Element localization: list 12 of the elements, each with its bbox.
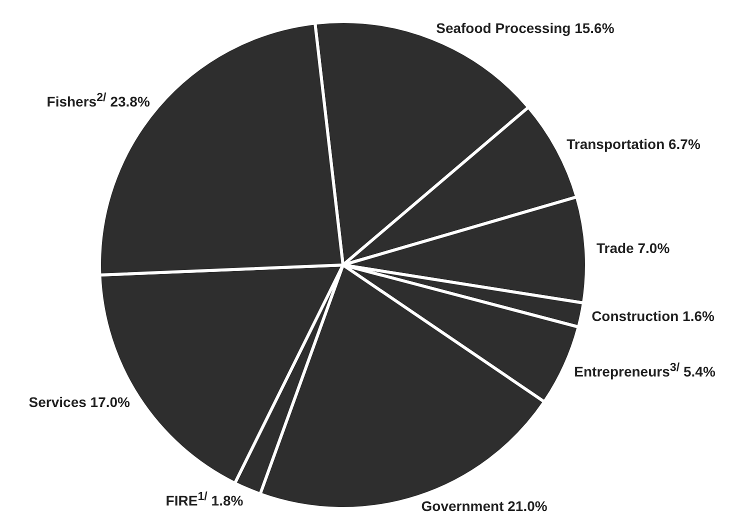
slice-label: Construction 1.6% [592,308,714,324]
data-label: 23.8% [110,94,150,110]
slice-label: Government 21.0% [421,498,548,514]
slice-label: FIRE$^{1/}$ [166,490,208,508]
slice-label: Trade 7.0% [596,240,670,256]
slice-label: Transportation 6.7% [566,136,700,152]
slice-label: Services 17.0% [28,394,130,410]
slice-label: Fishers$^{2/}$ [46,90,106,110]
slice-label: Entrepreneurs$^{3/}$ [574,361,680,380]
data-label: 1.8% [211,492,244,508]
data-label: 5.4% [683,364,716,380]
slice-label: Seafood Processing 15.6% [436,20,614,36]
